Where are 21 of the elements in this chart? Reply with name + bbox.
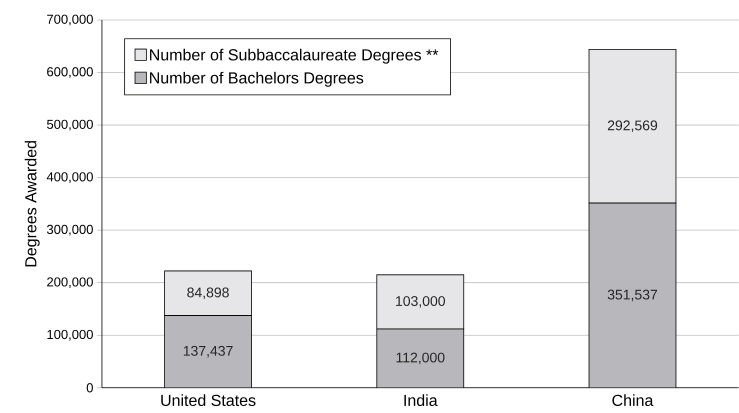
y-tick-label: 100,000: [47, 330, 93, 341]
bar: [376, 274, 464, 330]
x-tick-label: United States: [161, 394, 256, 406]
data-label: 103,000: [396, 296, 446, 308]
data-label: 84,898: [187, 288, 229, 300]
data-label: 112,000: [396, 352, 444, 364]
y-tick-label: 600,000: [47, 67, 93, 78]
data-label: 351,537: [608, 290, 658, 302]
y-tick-label: 200,000: [47, 277, 93, 288]
legend-label: Number of Subbaccalaureate Degrees **: [150, 48, 438, 64]
x-tick-label: China: [612, 394, 654, 406]
y-tick-label: 700,000: [47, 14, 93, 26]
y-tick-label: 400,000: [46, 172, 93, 184]
data-label: 137,437: [184, 346, 233, 358]
y-tick-label: 500,000: [46, 120, 93, 131]
data-label: 292,569: [608, 120, 658, 132]
x-tick-label: India: [404, 394, 438, 406]
y-tick-label: 300,000: [46, 224, 93, 236]
y-tick-label: 0: [86, 383, 93, 392]
legend-label: Number of Bachelors Degrees: [150, 72, 364, 87]
y-axis-title: Degrees Awarded: [24, 141, 40, 267]
